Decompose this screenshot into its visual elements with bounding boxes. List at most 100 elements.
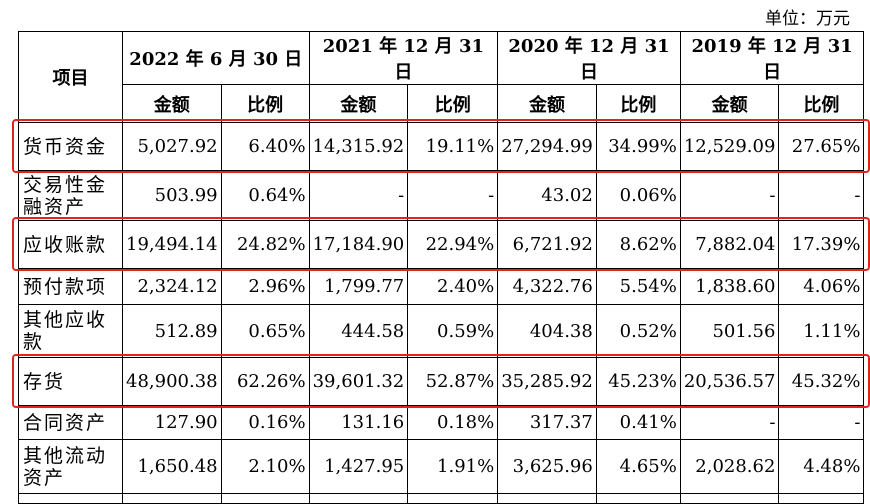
amount-header: 金额 xyxy=(122,84,222,123)
ratio-cell: - xyxy=(407,170,499,221)
amount-cell: 444.58 xyxy=(308,304,409,358)
table-row: 其他应收款 512.89 0.65% 444.58 0.59% 404.38 0.52% 50… xyxy=(18,304,865,358)
ratio-cell: - xyxy=(778,405,865,440)
ratio-cell: 6.40% xyxy=(220,122,310,171)
ratio-cell: 0.06% xyxy=(595,170,681,221)
table-row: 交易性金融资产 503.99 0.64% - -43.02 0.06% - - xyxy=(18,170,865,221)
amount-cell: 7,882.04 xyxy=(679,220,780,269)
ratio-cell xyxy=(595,493,681,504)
amount-header: 金额 xyxy=(679,84,780,123)
ratio-cell: 4.06% xyxy=(778,268,865,305)
item-header: 项目 xyxy=(18,31,123,123)
ratio-cell: 52.87% xyxy=(407,357,499,406)
ratio-cell: 0.52% xyxy=(595,304,681,358)
amount-cell: 20,536.57 xyxy=(679,357,780,406)
ratio-cell: 0.59% xyxy=(407,304,499,358)
ratio-cell: 0.64% xyxy=(220,170,310,221)
amount-cell: 2,028.62 xyxy=(679,439,780,494)
table-row: 其他流动资产 1,650.48 2.10% 1,427.95 1.91% 3,625.96… xyxy=(18,439,865,494)
period-header: 2019 年 12 月 31 日 xyxy=(679,31,865,85)
amount-cell: 3,625.96 xyxy=(497,439,597,494)
period-header: 2021 年 12 月 31 日 xyxy=(308,31,499,85)
ratio-cell: 45.23% xyxy=(595,357,681,406)
ratio-cell: 62.26% xyxy=(220,357,310,406)
ratio-cell: 22.94% xyxy=(407,220,499,269)
amount-cell: 2,324.12 xyxy=(122,268,222,305)
amount-cell: 404.38 xyxy=(497,304,597,358)
amount-cell: 43.02 xyxy=(497,170,597,221)
amount-cell: 5,027.92 xyxy=(122,122,222,171)
amount-cell xyxy=(308,493,409,504)
amount-cell: 512.89 xyxy=(122,304,222,358)
amount-header: 金额 xyxy=(497,84,597,123)
row-highlight xyxy=(12,216,870,271)
row-label: 其他流动资产 xyxy=(18,439,123,494)
amount-cell: - xyxy=(679,170,780,221)
ratio-cell: 4.65% xyxy=(595,439,681,494)
ratio-cell: 45.32% xyxy=(778,357,865,406)
amount-cell: 1,799.77 xyxy=(308,268,409,305)
amount-cell: 1,427.95 xyxy=(308,439,409,494)
ratio-header: 比例 xyxy=(407,84,499,123)
amount-cell: 501.56 xyxy=(679,304,780,358)
amount-cell: 131.16 xyxy=(308,405,409,440)
ratio-cell: 8.62% xyxy=(595,220,681,269)
amount-cell: 48,900.38 xyxy=(122,357,222,406)
ratio-cell: 0.18% xyxy=(407,405,499,440)
table-row xyxy=(18,493,865,504)
ratio-cell: 0.41% xyxy=(595,405,681,440)
ratio-cell: 5.54% xyxy=(595,268,681,305)
ratio-cell: 2.10% xyxy=(220,439,310,494)
amount-cell xyxy=(122,493,222,504)
ratio-cell: 0.65% xyxy=(220,304,310,358)
table-row: 货币资金 5,027.92 6.40% 14,315.92 19.11% 27,294.9… xyxy=(18,122,865,171)
amount-cell: - xyxy=(308,170,409,221)
amount-cell: 19,494.14 xyxy=(122,220,222,269)
row-label: 交易性金融资产 xyxy=(18,170,123,221)
ratio-cell: 34.99% xyxy=(595,122,681,171)
balance-table: 项目 2022 年 6 月 30 日 2021 年 12 月 31 日 2020… xyxy=(18,31,865,504)
ratio-header: 比例 xyxy=(220,84,310,123)
row-highlight xyxy=(12,353,870,408)
ratio-cell xyxy=(407,493,499,504)
amount-cell: - xyxy=(679,405,780,440)
table-row: 预付款项 2,324.12 2.96% 1,799.77 2.40% 4,322.76 5.… xyxy=(18,268,865,305)
amount-cell: 127.90 xyxy=(122,405,222,440)
row-highlight xyxy=(12,118,870,173)
unit-label: 单位：万元 xyxy=(765,9,850,29)
ratio-cell: 19.11% xyxy=(407,122,499,171)
row-label: 存货 xyxy=(18,357,123,406)
ratio-cell: 1.91% xyxy=(407,439,499,494)
row-label: 合同资产 xyxy=(18,405,123,440)
amount-cell: 17,184.90 xyxy=(308,220,409,269)
ratio-cell xyxy=(220,493,310,504)
table-row: 存货 48,900.38 62.26% 39,601.32 52.87% 35,285.9… xyxy=(18,357,865,406)
table-row: 合同资产 127.90 0.16% 131.16 0.18% 317.37 0.41% - - xyxy=(18,405,865,440)
amount-cell: 27,294.99 xyxy=(497,122,597,171)
row-label: 其他应收款 xyxy=(18,304,123,358)
amount-header: 金额 xyxy=(308,84,409,123)
ratio-cell: 2.96% xyxy=(220,268,310,305)
amount-cell: 1,650.48 xyxy=(122,439,222,494)
amount-cell: 4,322.76 xyxy=(497,268,597,305)
ratio-cell xyxy=(778,493,865,504)
period-header: 2020 年 12 月 31 日 xyxy=(497,31,681,85)
ratio-header: 比例 xyxy=(778,84,865,123)
amount-cell: 503.99 xyxy=(122,170,222,221)
period-header: 2022 年 6 月 30 日 xyxy=(122,31,310,85)
ratio-cell: 24.82% xyxy=(220,220,310,269)
ratio-cell: 2.40% xyxy=(407,268,499,305)
row-label xyxy=(18,493,123,504)
amount-cell: 12,529.09 xyxy=(679,122,780,171)
ratio-header: 比例 xyxy=(595,84,681,123)
ratio-cell: 17.39% xyxy=(778,220,865,269)
ratio-cell: 4.48% xyxy=(778,439,865,494)
table-row: 应收账款 19,494.14 24.82% 17,184.90 22.94% 6,721.… xyxy=(18,220,865,269)
ratio-cell: 27.65% xyxy=(778,122,865,171)
amount-cell: 6,721.92 xyxy=(497,220,597,269)
amount-cell: 1,838.60 xyxy=(679,268,780,305)
ratio-cell: 0.16% xyxy=(220,405,310,440)
ratio-cell: - xyxy=(778,170,865,221)
amount-cell: 14,315.92 xyxy=(308,122,409,171)
row-label: 货币资金 xyxy=(18,122,123,171)
